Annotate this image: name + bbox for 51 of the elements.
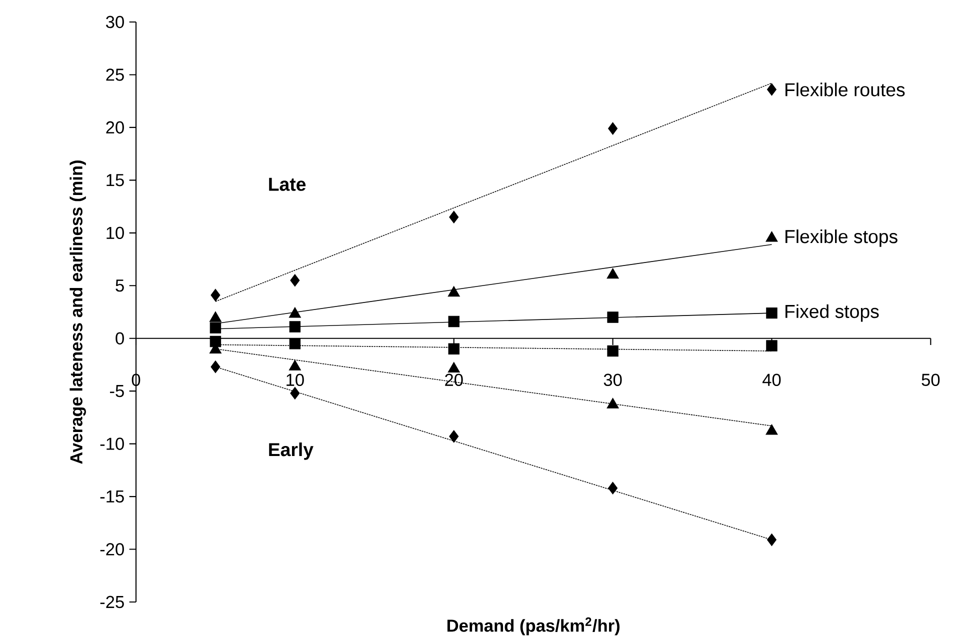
y-tick-label: -20 xyxy=(100,543,124,556)
point xyxy=(288,307,301,318)
point xyxy=(448,362,460,373)
annotation: Early xyxy=(269,442,314,460)
point xyxy=(290,274,300,287)
point xyxy=(209,311,222,322)
y-tick-label: -15 xyxy=(100,490,124,503)
point xyxy=(766,340,778,352)
point xyxy=(608,122,618,135)
point xyxy=(607,312,618,323)
y-tick-label: -5 xyxy=(110,385,124,398)
x-tick-label: 10 xyxy=(286,374,304,386)
point xyxy=(289,338,301,350)
series-label: Flexible routes xyxy=(786,82,905,96)
point xyxy=(290,386,300,400)
point xyxy=(449,210,459,224)
y-tick-label: 15 xyxy=(106,174,124,186)
y-tick-label: -25 xyxy=(100,596,124,608)
point xyxy=(288,360,301,370)
y-tick-label: 25 xyxy=(106,68,124,81)
point xyxy=(210,360,220,374)
point xyxy=(607,345,618,357)
point xyxy=(448,286,460,297)
y-axis-title: Average lateness and earliness (min) xyxy=(70,160,86,464)
annotation: Late xyxy=(269,178,306,191)
point xyxy=(448,343,460,355)
point xyxy=(449,430,459,443)
point xyxy=(766,534,777,546)
y-tick-label: 0 xyxy=(116,332,124,344)
point xyxy=(766,83,777,96)
x-tick-label: 40 xyxy=(762,374,781,386)
point xyxy=(766,424,778,435)
y-tick-label: 20 xyxy=(106,121,124,134)
point xyxy=(210,288,220,302)
point xyxy=(448,316,460,328)
series-label: Flexible stops xyxy=(786,229,898,247)
y-tick-label: 30 xyxy=(106,16,124,28)
x-tick-label: 50 xyxy=(922,374,940,386)
point xyxy=(289,321,301,332)
x-axis-title: Demand (pas/km$^{2}$/hr) xyxy=(447,617,620,636)
point xyxy=(766,231,778,242)
point xyxy=(606,398,619,408)
y-tick-label: 5 xyxy=(116,280,124,292)
point xyxy=(608,482,618,494)
point xyxy=(766,307,778,319)
x-tick-label: 30 xyxy=(604,374,622,386)
point xyxy=(606,268,619,279)
y-tick-label: 10 xyxy=(106,226,124,240)
series-label: Fixed stops xyxy=(786,304,879,322)
point xyxy=(210,322,222,334)
y-tick-label: -10 xyxy=(100,438,124,450)
